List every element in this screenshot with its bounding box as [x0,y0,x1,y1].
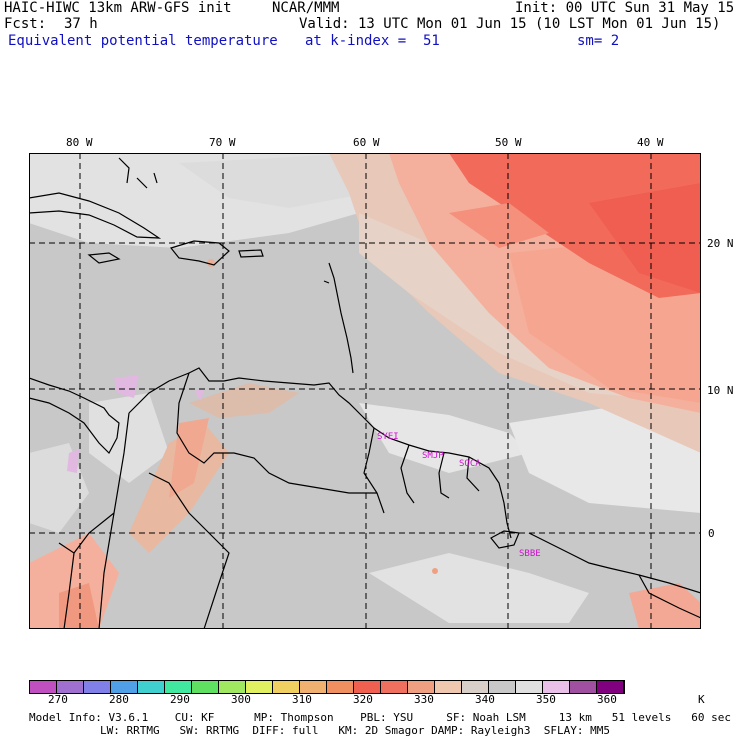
colorbar-swatch [570,681,597,693]
colorbar-swatch [219,681,246,693]
colorbar-tick: 290 [170,693,190,706]
level-info: at k-index = 51 [305,33,440,49]
colorbar-tick: 360 [597,693,617,706]
colorbar-swatch [489,681,516,693]
colorbar-tick: 310 [292,693,312,706]
colorbar-swatch [435,681,462,693]
colorbar-swatch [516,681,543,693]
colorbar-tick: 350 [536,693,556,706]
colorbar-unit: K [698,693,705,706]
smoothing-info: sm= 2 [577,33,620,49]
lon-label-70w: 70 W [209,136,236,149]
forecast-label: Fcst: [4,16,47,32]
lat-label-10n: 10 N [707,384,734,397]
colorbar-swatch [30,681,57,693]
center-title: NCAR/MMM [272,0,340,16]
station-syei: SYEI [377,432,399,442]
lon-label-60w: 60 W [353,136,380,149]
colorbar-swatch [192,681,219,693]
station-sbbe: SBBE [519,549,541,559]
colorbar-tick: 300 [231,693,251,706]
lat-label-20n: 20 N [707,237,734,250]
colorbar-swatch [354,681,381,693]
colorbar-swatch [543,681,570,693]
colorbar-swatch [111,681,138,693]
init-time: Init: 00 UTC Sun 31 May 15 [515,0,735,16]
colorbar-swatch [246,681,273,693]
colorbar-swatch [597,681,624,693]
lon-label-40w: 40 W [637,136,664,149]
colorbar-swatch [327,681,354,693]
colorbar-swatch [381,681,408,693]
lat-lon-grid [29,153,701,629]
colorbar-swatch [57,681,84,693]
station-smjp: SMJP [422,451,444,461]
colorbar-tick: 330 [414,693,434,706]
lat-label-0: 0 [708,527,715,540]
lon-label-50w: 50 W [495,136,522,149]
colorbar-swatch [165,681,192,693]
map-panel: SYEI SMJP SOCA SBBE [29,153,701,629]
model-info-line2: LW: RRTMG SW: RRTMG DIFF: full KM: 2D Sm… [100,724,610,737]
station-soca: SOCA [459,459,481,469]
valid-time: Valid: 13 UTC Mon 01 Jun 15 (10 LST Mon … [299,16,721,32]
colorbar-swatch [408,681,435,693]
colorbar-tick: 320 [353,693,373,706]
colorbar-swatch [300,681,327,693]
model-title: HAIC-HIWC 13km ARW-GFS init [4,0,232,16]
colorbar-swatch [84,681,111,693]
lon-label-80w: 80 W [66,136,93,149]
colorbar-tick: 340 [475,693,495,706]
model-info-line1: Model Info: V3.6.1 CU: KF MP: Thompson P… [29,711,731,724]
colorbar-swatch [138,681,165,693]
field-name: Equivalent potential temperature [8,33,278,49]
forecast-hour: 37 h [64,16,98,32]
colorbar-tick: 270 [48,693,68,706]
colorbar-tick: 280 [109,693,129,706]
theta-e-field [29,153,701,629]
colorbar-swatch [462,681,489,693]
coastlines [29,157,701,629]
colorbar-swatch [273,681,300,693]
colorbar [29,680,625,694]
